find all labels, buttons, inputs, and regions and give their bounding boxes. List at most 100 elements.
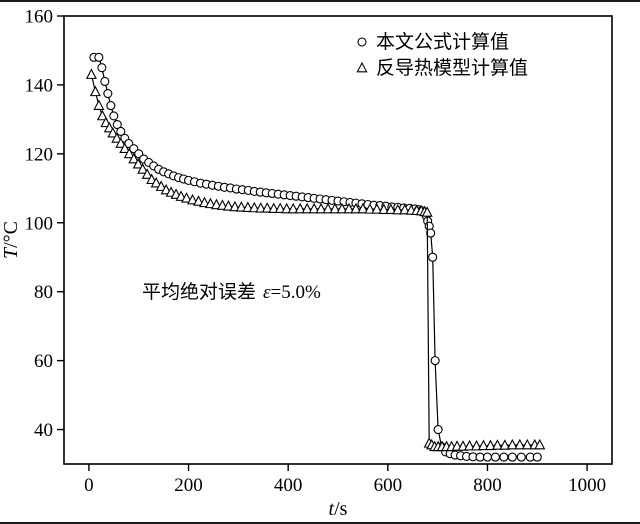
series-1-circle-marker (433, 424, 443, 435)
series-2-triangle-marker (315, 202, 327, 214)
series-2-triangle-marker (132, 157, 144, 169)
series-2-triangle-marker (371, 203, 383, 214)
legend-label-2: 反导热模型计算值 (376, 57, 528, 79)
series-2-triangle-marker (89, 85, 101, 97)
x-tick-label: 200 (174, 475, 203, 496)
series-2-triangle-marker (499, 439, 511, 450)
series-2-triangle-marker (287, 202, 299, 214)
top-border-rule (0, 0, 640, 2)
legend-circle-marker (357, 37, 367, 47)
series-2-triangle-marker (399, 203, 411, 215)
series-1-circle-marker (428, 252, 438, 262)
series-2-triangle-marker (378, 203, 390, 215)
series-1-circle-marker (97, 63, 107, 73)
series-2-triangle-marker (357, 202, 369, 214)
series-2-triangle-marker (350, 202, 362, 214)
series-2-triangle-marker (301, 202, 313, 214)
x-tick-label: 0 (84, 475, 94, 496)
series-2-triangle-marker (235, 201, 247, 212)
series-2-triangle-marker (392, 203, 404, 215)
series-1-circle-marker (490, 452, 500, 462)
x-tick-label: 600 (374, 475, 403, 496)
bottom-border-rule (0, 522, 640, 524)
series-1-circle-marker (430, 356, 440, 366)
series-2-triangle-marker (268, 202, 280, 213)
series-1-circle-marker (116, 126, 126, 136)
y-tick-label: 160 (25, 7, 54, 28)
series-2-triangle-marker (96, 109, 108, 121)
y-tick-label: 100 (25, 213, 54, 234)
series-2-triangle-marker (281, 202, 293, 214)
series-2-triangle-marker (141, 168, 153, 179)
series-2-triangle-marker (470, 439, 483, 451)
series-2-triangle-marker (274, 202, 286, 213)
series-2-triangle-marker (343, 202, 355, 214)
legend-triangle-marker (356, 61, 368, 73)
series-2-triangle-marker (107, 126, 119, 138)
series-2-triangle-marker (248, 201, 260, 213)
series-1-circle-marker (507, 452, 517, 462)
series-2-triangle-marker (137, 163, 149, 174)
series-2-triangle-marker (336, 202, 348, 214)
series-2-triangle-marker (222, 200, 234, 211)
x-axis-label: t/s (329, 498, 348, 520)
series-2-triangle-marker (204, 197, 216, 209)
series-2-triangle-marker (229, 200, 241, 212)
series-2-triangle-marker (150, 176, 162, 188)
series-2-triangle-marker (155, 180, 167, 191)
series-1-circle-marker (106, 101, 116, 111)
series-2-triangle-marker (198, 196, 210, 208)
series-2-triangle-marker (385, 203, 397, 215)
series-1-circle-marker (109, 111, 119, 121)
series-2-triangle-marker (491, 439, 503, 450)
series-1-circle-marker (516, 452, 526, 462)
series-2-triangle-marker (193, 195, 205, 206)
series-2-triangle-marker (484, 439, 496, 451)
y-tick-label: 120 (25, 144, 54, 165)
series-2-triangle-marker (322, 202, 334, 214)
series-1-circle-marker (100, 76, 110, 87)
series-2-triangle-marker (421, 206, 433, 217)
series-2-triangle-marker (115, 137, 127, 148)
series-1-circle-marker (482, 452, 493, 462)
series-1-circle-marker (475, 452, 485, 462)
series-2-triangle-marker (111, 132, 123, 143)
series-2-triangle-marker (85, 68, 97, 79)
y-tick-label: 40 (34, 420, 53, 441)
series-2-triangle-marker (364, 203, 376, 214)
series-2-triangle-marker (308, 202, 320, 214)
series-2-triangle-marker (464, 439, 476, 451)
series-2-triangle-marker (128, 152, 140, 164)
plot-frame (63, 15, 613, 465)
series-2-triangle-marker (506, 438, 518, 450)
series-2-triangle-marker (255, 202, 267, 213)
y-tick-label: 80 (34, 282, 53, 303)
series-1-circle-marker (426, 228, 436, 238)
series-2-triangle-marker (187, 193, 199, 205)
series-1-circle-marker (103, 88, 113, 99)
series-line-2 (90, 74, 540, 448)
series-2-triangle-marker (521, 438, 533, 450)
series-1-circle-marker (532, 452, 542, 462)
x-tick-label: 800 (473, 475, 502, 496)
series-2-triangle-marker (534, 438, 546, 450)
series-2-triangle-marker (261, 202, 273, 213)
series-2-triangle-marker (514, 438, 526, 450)
series-2-triangle-marker (175, 190, 187, 201)
series-2-triangle-marker (477, 439, 489, 451)
series-line-1 (93, 56, 538, 458)
legend-label-1: 本文公式计算值 (376, 31, 509, 53)
series-1-circle-marker (94, 52, 104, 62)
y-tick-label: 140 (25, 75, 54, 96)
series-2-triangle-marker (123, 147, 135, 159)
series-2-triangle-marker (93, 99, 105, 110)
y-tick-label: 60 (34, 351, 53, 372)
series-2-triangle-marker (181, 192, 193, 203)
x-tick-label: 1000 (568, 475, 606, 496)
series-2-triangle-marker (242, 201, 254, 212)
y-axis-label: T/°C (0, 221, 22, 259)
series-1-circle-marker (499, 452, 509, 462)
series-2-triangle-marker (329, 202, 341, 214)
series-2-triangle-marker (119, 142, 131, 154)
